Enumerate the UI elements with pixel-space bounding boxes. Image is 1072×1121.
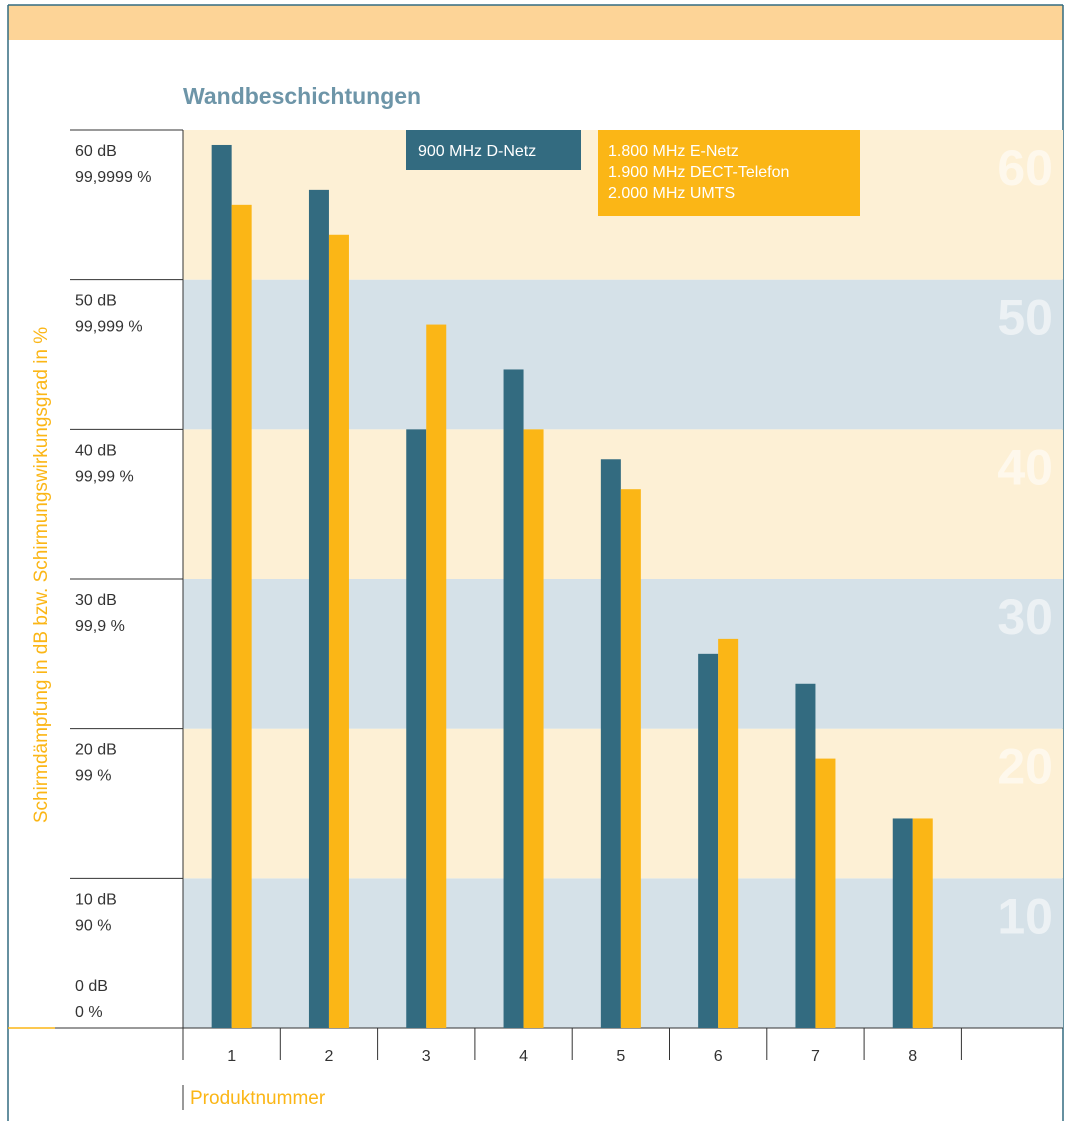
band-number: 50 xyxy=(997,290,1053,346)
bar xyxy=(308,189,329,1028)
y-tick-percent: 99,99 % xyxy=(75,468,134,485)
legend-label: 2.000 MHz UMTS xyxy=(608,185,735,202)
y-tick-percent: 90 % xyxy=(75,917,111,934)
bar xyxy=(795,683,816,1028)
band-number: 60 xyxy=(997,140,1053,196)
y-tick-percent: 99,9 % xyxy=(75,618,125,635)
bar xyxy=(523,429,544,1028)
band-number: 10 xyxy=(997,888,1053,944)
x-tick-label: 1 xyxy=(227,1048,236,1065)
bar xyxy=(620,489,641,1028)
band-number: 40 xyxy=(997,439,1053,495)
bar xyxy=(328,234,349,1028)
bar xyxy=(426,324,447,1029)
y-tick-label: 0 dB xyxy=(75,978,108,995)
bar xyxy=(231,204,252,1029)
bar xyxy=(600,459,621,1028)
x-tick-label: 3 xyxy=(422,1048,431,1065)
y-tick-percent: 0 % xyxy=(75,1004,103,1021)
bar xyxy=(211,144,232,1028)
y-tick-label: 50 dB xyxy=(75,293,117,310)
bar xyxy=(718,638,739,1028)
legend-box xyxy=(406,130,581,170)
bar xyxy=(892,818,913,1028)
y-tick-label: 40 dB xyxy=(75,442,117,459)
chart-title: Wandbeschichtungen xyxy=(183,83,421,109)
legend-label: 1.900 MHz DECT-Telefon xyxy=(608,164,789,181)
legend-item: 1.800 MHz E-Netz 1.900 MHz DECT-Telefon 2.… xyxy=(598,130,860,216)
bar xyxy=(406,429,427,1028)
band-number: 20 xyxy=(997,739,1053,795)
legend-item: 900 MHz D-Netz xyxy=(406,130,581,170)
y-tick-percent: 99,999 % xyxy=(75,319,143,336)
bar xyxy=(503,369,524,1028)
bar xyxy=(815,758,836,1028)
y-tick-percent: 99 % xyxy=(75,768,111,785)
legend-label: 1.800 MHz E-Netz xyxy=(608,143,739,160)
y-tick-label: 60 dB xyxy=(75,143,117,160)
x-tick-label: 7 xyxy=(811,1048,820,1065)
y-axis-label: Schirmdämpfung in dB bzw. Schirmungswirk… xyxy=(31,327,52,823)
legend-box xyxy=(598,130,860,216)
x-axis-label: Produktnummer xyxy=(190,1088,326,1109)
x-tick-label: 2 xyxy=(324,1048,333,1065)
legend-label: 900 MHz D-Netz xyxy=(418,143,536,160)
x-tick-label: 4 xyxy=(519,1048,528,1065)
y-tick-label: 10 dB xyxy=(75,891,117,908)
x-tick-label: 5 xyxy=(616,1048,625,1065)
y-tick-label: 30 dB xyxy=(75,592,117,609)
y-tick-percent: 99,9999 % xyxy=(75,169,152,186)
band-number: 30 xyxy=(997,589,1053,645)
bar xyxy=(698,653,719,1028)
x-tick-label: 6 xyxy=(714,1048,723,1065)
y-tick-label: 20 dB xyxy=(75,742,117,759)
bar xyxy=(912,818,933,1028)
x-tick-label: 8 xyxy=(908,1048,917,1065)
top-strip xyxy=(8,5,1063,40)
